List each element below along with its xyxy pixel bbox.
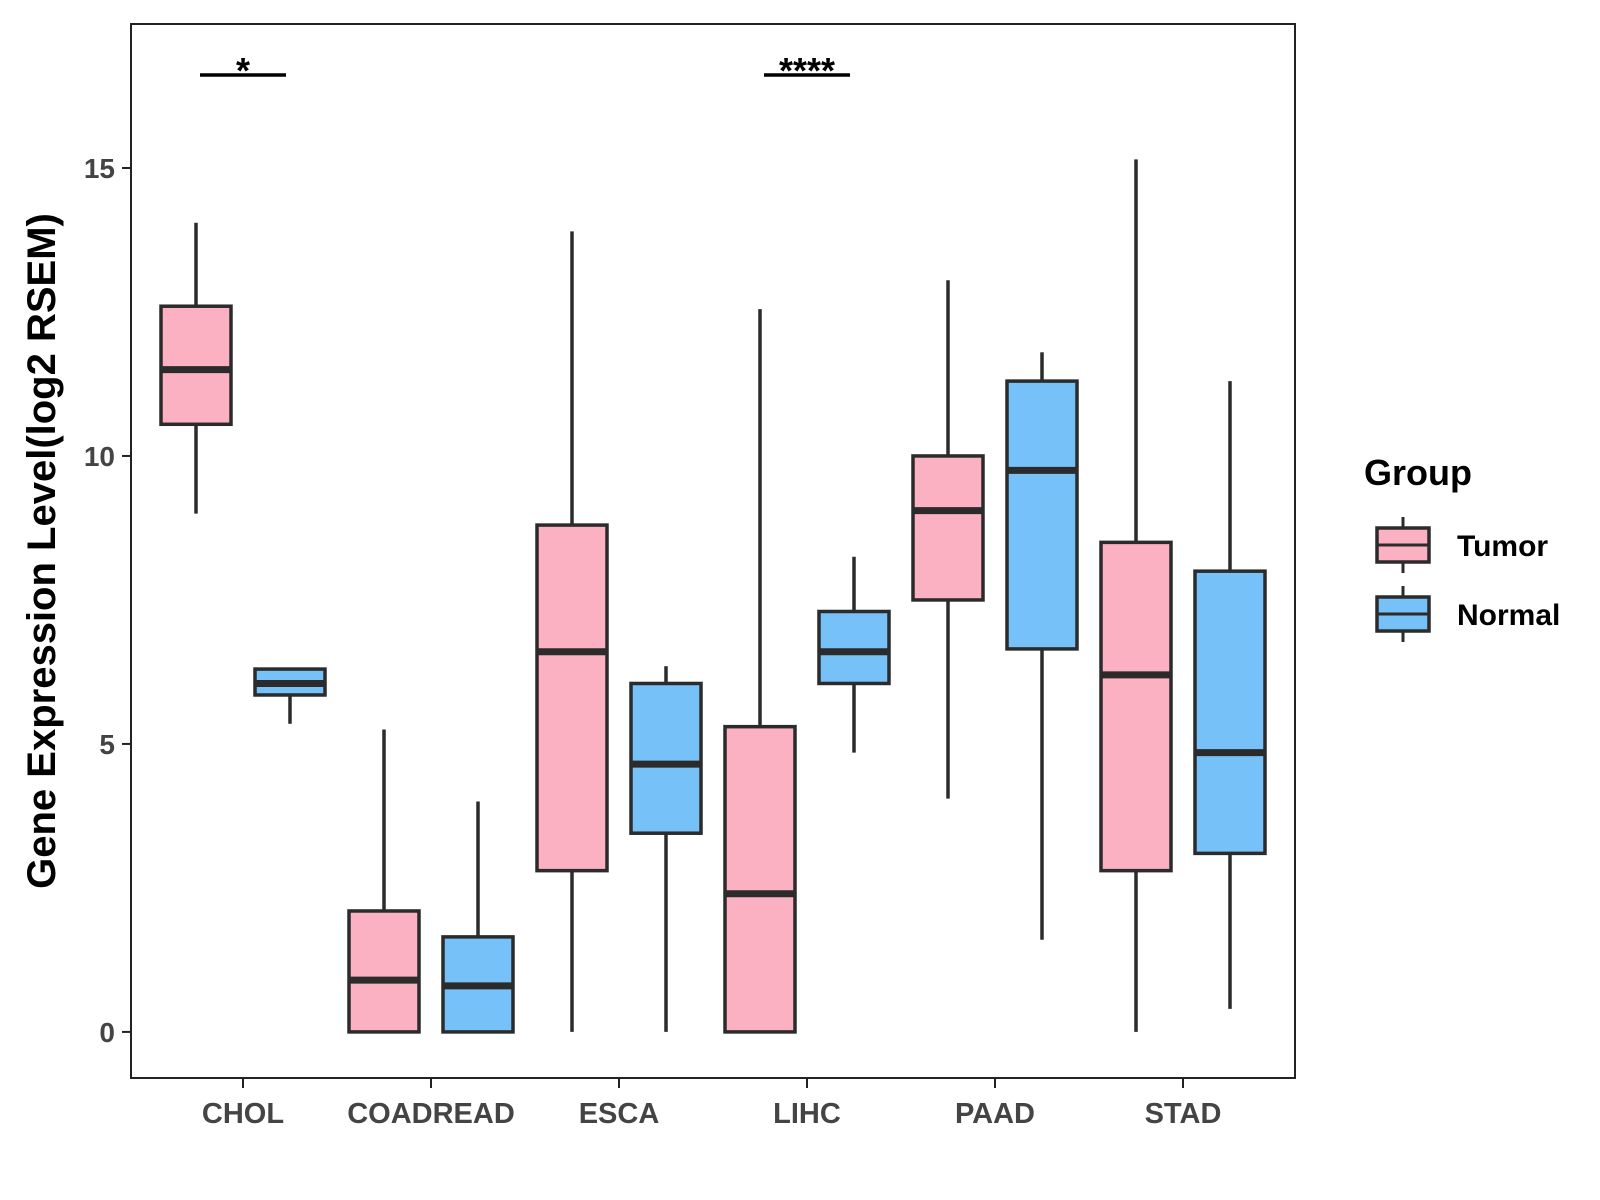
box-tumor-stad xyxy=(1099,159,1173,1032)
legend: Group Tumor Normal xyxy=(1364,452,1560,642)
legend-title: Group xyxy=(1364,452,1472,493)
legend-item-normal: Normal xyxy=(1375,586,1560,642)
box-normal-paad xyxy=(1005,352,1079,940)
x-tick-label: COADREAD xyxy=(347,1098,515,1130)
box-tumor-paad xyxy=(911,280,985,799)
x-tick-label: LIHC xyxy=(773,1098,841,1130)
y-tick-label: 15 xyxy=(84,153,115,184)
box-normal-coadread xyxy=(441,801,515,1034)
x-axis: CHOL COADREAD ESCA LIHC PAAD STAD xyxy=(202,1078,1221,1130)
legend-label: Normal xyxy=(1457,599,1560,632)
box-iqr xyxy=(535,523,609,873)
box-iqr xyxy=(159,304,233,427)
x-tick-label: PAAD xyxy=(955,1098,1035,1130)
box-normal-esca xyxy=(629,666,703,1032)
box-iqr xyxy=(347,909,421,1034)
y-axis-title: Gene Expression Level(log2 RSEM) xyxy=(20,213,64,889)
x-tick-label: CHOL xyxy=(202,1098,284,1130)
box-iqr xyxy=(817,609,891,686)
significance-label: * xyxy=(236,50,250,91)
box-iqr xyxy=(629,681,703,835)
y-tick-label: 0 xyxy=(99,1017,115,1048)
box-series xyxy=(159,159,1267,1034)
y-tick-label: 5 xyxy=(99,729,115,760)
box-normal-lihc xyxy=(817,556,891,753)
x-tick-label: ESCA xyxy=(579,1098,660,1130)
box-iqr xyxy=(911,454,985,602)
legend-label: Tumor xyxy=(1457,530,1548,563)
legend-item-tumor: Tumor xyxy=(1375,517,1548,573)
box-normal-stad xyxy=(1193,381,1267,1009)
significance-label: **** xyxy=(779,50,835,91)
box-iqr xyxy=(1099,540,1173,873)
box-iqr xyxy=(1005,379,1079,651)
x-tick-label: STAD xyxy=(1145,1098,1222,1130)
y-tick-label: 10 xyxy=(84,441,115,472)
box-iqr xyxy=(1193,569,1267,856)
box-tumor-lihc xyxy=(723,309,797,1034)
box-iqr xyxy=(723,724,797,1034)
significance-annotations: * **** xyxy=(200,50,850,91)
box-tumor-coadread xyxy=(347,729,421,1034)
y-axis: 0 5 10 15 xyxy=(84,153,131,1048)
box-tumor-esca xyxy=(535,231,609,1032)
box-tumor-chol xyxy=(159,222,233,514)
box-normal-chol xyxy=(253,667,327,724)
